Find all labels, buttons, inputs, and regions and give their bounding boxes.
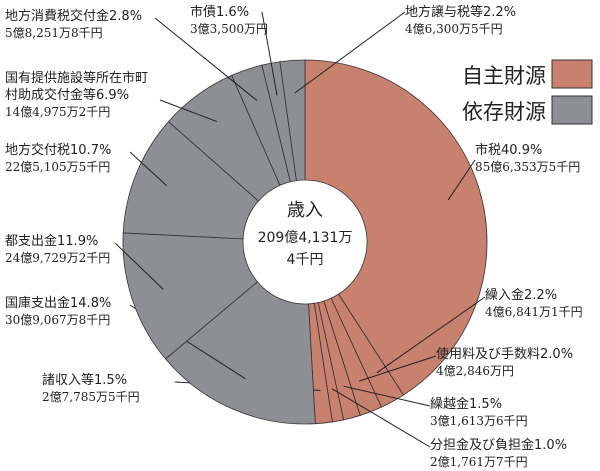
slice-percent: 10.7% [70, 143, 112, 158]
slice-percent: 2.8% [109, 9, 143, 24]
slice-percent: 2.2% [524, 288, 558, 303]
leader-line [159, 99, 218, 123]
leader-line [294, 11, 406, 94]
slice-label: 都支出金11.9% 24億9,729万2千円 [5, 233, 110, 267]
slice-percent: 1.5% [94, 373, 128, 388]
slice-percent: 2.0% [540, 347, 574, 362]
slice-label: 分担金及び負担金1.0% 2億1,761万7千円 [430, 437, 567, 471]
slice-name: 都支出金 [5, 234, 58, 249]
slice-name: 地方交付税 [5, 143, 71, 158]
slice-label: 繰越金1.5% 3億1,613万6千円 [430, 396, 528, 430]
center-label: 歳入 [287, 200, 323, 221]
slice-name: 分担金及び負担金 [430, 438, 535, 453]
slice-label: 国有提供施設等所在市町村助成交付金等6.9% 14億4,975万2千円 [5, 70, 157, 121]
leader-line [331, 388, 431, 448]
slice-label: 国庫支出金14.8% 30億9,067万8千円 [5, 295, 111, 329]
slice-name: 市税 [475, 143, 502, 158]
slice-label: 繰入金2.2% 4億6,841万1千円 [485, 287, 583, 321]
slice-percent: 14.8% [70, 296, 112, 311]
slice-amount: 3億1,613万6千円 [430, 414, 528, 428]
slice-percent: 40.9% [501, 143, 543, 158]
slice-amount: 2億1,761万7千円 [430, 455, 528, 469]
slice-name: 諸収入等 [42, 373, 95, 388]
slice-name: 国庫支出金 [5, 296, 71, 311]
slice [164, 281, 316, 425]
leader-line [261, 11, 278, 96]
slice-label: 地方交付税10.7% 22億5,105万5千円 [5, 142, 111, 176]
legend-swatch [551, 95, 593, 125]
slice-name: 繰越金 [430, 397, 470, 412]
center-label: 209億4,131万 [258, 230, 353, 246]
slice-percent: 1.6% [216, 5, 250, 20]
leader-line [129, 151, 168, 187]
slice-name: 地方譲与税等 [405, 5, 484, 20]
legend-label: 依存財源 [462, 100, 546, 124]
slice-name: 繰入金 [485, 288, 525, 303]
slice-amount: 3億3,500万円 [190, 22, 268, 36]
slice-amount: 4億2,846万円 [436, 364, 514, 378]
slice-amount: 22億5,105万5千円 [5, 160, 111, 174]
slice-amount: 5億8,251万8千円 [5, 26, 103, 40]
slice-name: 国有提供施設等所在市町村助成交付金等 [5, 71, 149, 103]
slice-amount: 85億6,353万5千円 [475, 160, 581, 174]
leader-line [114, 242, 164, 290]
slice-amount: 2億7,785万5千円 [42, 390, 140, 404]
center-label: 4千円 [287, 252, 324, 268]
leader-line [376, 296, 486, 374]
leader-line [358, 355, 437, 382]
leader-line [447, 159, 476, 201]
slice-label: 使用料及び手数料2.0% 4億2,846万円 [436, 346, 573, 380]
slice-label: 地方消費税交付金2.8% 5億8,251万8千円 [5, 8, 142, 42]
slice-percent: 11.9% [57, 234, 99, 249]
slice-name: 使用料及び手数料 [436, 347, 541, 362]
slice-percent: 1.0% [534, 438, 568, 453]
slice-amount: 14億4,975万2千円 [5, 105, 111, 119]
leader-line [343, 385, 431, 407]
legend-label: 自主財源 [462, 64, 546, 88]
slice-percent: 1.5% [469, 397, 503, 412]
slice-label: 市税40.9% 85億6,353万5千円 [475, 142, 580, 176]
slice-amount: 24億9,729万2千円 [5, 251, 111, 265]
slice-name: 市債 [190, 5, 217, 20]
slice-amount: 4億6,841万1千円 [485, 305, 583, 319]
slice-label: 地方譲与税等2.2% 4億6,300万5千円 [405, 4, 516, 38]
slice-label: 諸収入等1.5% 2億7,785万5千円 [42, 372, 140, 406]
slice-name: 地方消費税交付金 [5, 9, 110, 24]
slice-amount: 4億6,300万5千円 [405, 22, 503, 36]
slice [304, 59, 488, 396]
slice-percent: 2.2% [483, 5, 517, 20]
slice-percent: 6.9% [96, 88, 130, 103]
slice-amount: 30億9,067万8千円 [5, 313, 111, 327]
slice-label: 市債1.6% 3億3,500万円 [190, 4, 268, 38]
legend-swatch [551, 59, 593, 89]
slice [122, 232, 259, 360]
leader-line [154, 17, 258, 102]
